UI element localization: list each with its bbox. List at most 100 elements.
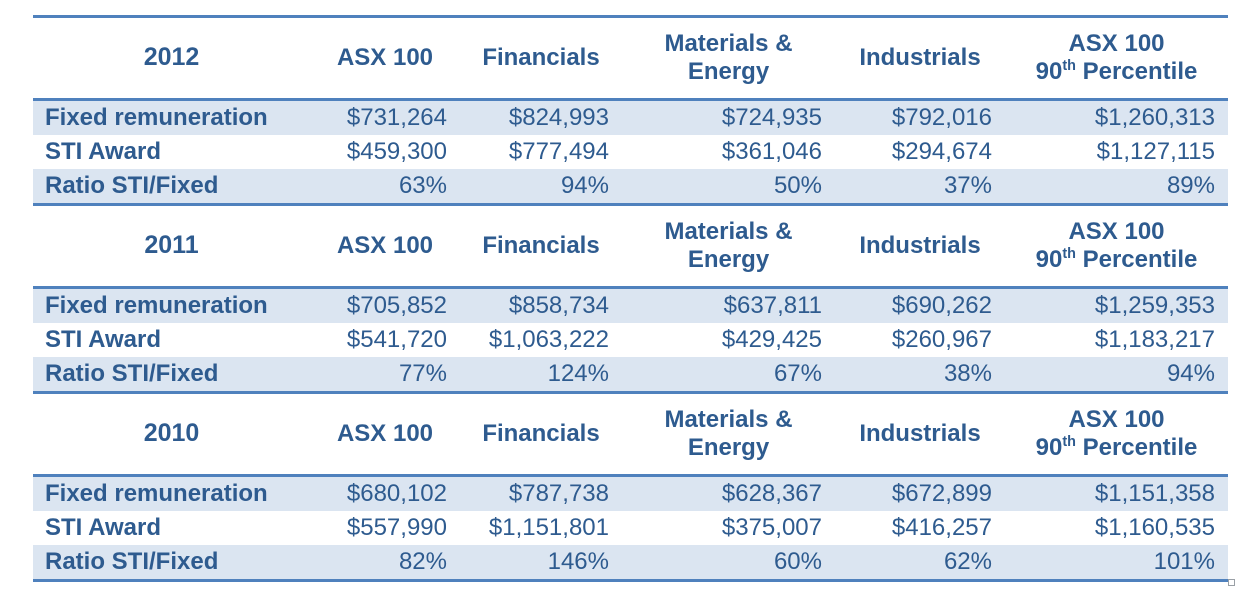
col-header-materials-energy: Materials & Energy — [622, 16, 835, 101]
col-header-line: 90th Percentile — [1011, 434, 1222, 462]
value-cell: $541,720 — [346, 326, 447, 353]
value-cell: $557,990 — [346, 514, 447, 541]
percentile-number: 90 — [1035, 58, 1063, 85]
col-header-materials-energy: Materials & Energy — [622, 204, 835, 289]
value-cell: $1,127,115 — [1096, 138, 1215, 165]
value-cell: $777,494 — [508, 138, 609, 165]
year-label: 2011 — [33, 204, 310, 289]
percentile-word: Percentile — [1075, 246, 1198, 273]
header-row-2011: 2011 ASX 100 Financials Materials & Ener… — [33, 204, 1228, 289]
year-block-2011: 2011 ASX 100 Financials Materials & Ener… — [33, 204, 1228, 394]
value-cell: 38% — [835, 357, 1005, 394]
value-cell: $680,102 — [310, 475, 460, 511]
row-label: STI Award — [45, 326, 162, 353]
ratio-sti-fixed-row: Ratio STI/Fixed 82% 146% 60% 62% 101% — [33, 545, 1228, 582]
sti-award-row: STI Award $557,990 $1,151,801 $375,007 $… — [33, 511, 1228, 545]
value-cell: 94% — [460, 169, 622, 206]
ordinal-suffix: th — [1062, 58, 1076, 74]
value-cell: $1,160,535 — [1094, 514, 1215, 541]
col-header-industrials: Industrials — [835, 392, 1005, 477]
value-cell: $361,046 — [721, 138, 822, 165]
value-cell: 37% — [835, 169, 1005, 206]
value-cell: $724,935 — [622, 99, 835, 135]
ratio-sti-fixed-row: Ratio STI/Fixed 77% 124% 67% 38% 94% — [33, 357, 1228, 394]
fixed-remuneration-row: Fixed remuneration $680,102 $787,738 $62… — [33, 475, 1228, 511]
percentile-number: 90 — [1035, 246, 1063, 273]
col-header-industrials: Industrials — [835, 204, 1005, 289]
value-cell: $690,262 — [835, 287, 1005, 323]
value-cell: 60% — [622, 545, 835, 582]
value-cell: $672,899 — [835, 475, 1005, 511]
value-cell: $628,367 — [622, 475, 835, 511]
value-cell: 124% — [460, 357, 622, 394]
value-cell: $824,993 — [460, 99, 622, 135]
col-header-financials: Financials — [460, 204, 622, 289]
value-cell: 77% — [310, 357, 460, 394]
value-cell: $1,183,217 — [1094, 326, 1215, 353]
value-cell: $705,852 — [310, 287, 460, 323]
col-header-line: Materials & — [664, 405, 793, 433]
value-cell: $294,674 — [891, 138, 992, 165]
year-block-2010: 2010 ASX 100 Financials Materials & Ener… — [33, 392, 1228, 582]
value-cell: $1,259,353 — [1005, 287, 1228, 323]
value-cell: 50% — [622, 169, 835, 206]
col-header-line: ASX 100 — [1068, 29, 1165, 57]
header-row-2012: 2012 ASX 100 Financials Materials & Ener… — [33, 16, 1228, 101]
sti-award-row: STI Award $459,300 $777,494 $361,046 $29… — [33, 135, 1228, 169]
col-header-line: ASX 100 — [1068, 217, 1165, 245]
col-header-line: Energy — [687, 58, 770, 85]
row-label: Fixed remuneration — [33, 287, 310, 323]
value-cell: $792,016 — [835, 99, 1005, 135]
value-cell: $1,151,358 — [1005, 475, 1228, 511]
fixed-remuneration-row: Fixed remuneration $705,852 $858,734 $63… — [33, 287, 1228, 323]
value-cell: 89% — [1005, 169, 1228, 206]
value-cell: 63% — [310, 169, 460, 206]
value-cell: $858,734 — [460, 287, 622, 323]
col-header-line: Materials & — [664, 29, 793, 57]
value-cell: 67% — [622, 357, 835, 394]
col-header-line: 90th Percentile — [1011, 246, 1222, 274]
value-cell: $1,151,801 — [488, 514, 609, 541]
value-cell: $731,264 — [310, 99, 460, 135]
selection-handle[interactable] — [1228, 579, 1235, 586]
percentile-word: Percentile — [1075, 434, 1198, 461]
year-label: 2012 — [33, 16, 310, 101]
col-header-line: 90th Percentile — [1011, 58, 1222, 86]
col-header-asx100: ASX 100 — [310, 392, 460, 477]
row-label: Fixed remuneration — [33, 99, 310, 135]
fixed-remuneration-row: Fixed remuneration $731,264 $824,993 $72… — [33, 99, 1228, 135]
col-header-industrials: Industrials — [835, 16, 1005, 101]
header-row-2010: 2010 ASX 100 Financials Materials & Ener… — [33, 392, 1228, 477]
percentile-number: 90 — [1035, 434, 1063, 461]
value-cell: $260,967 — [891, 326, 992, 353]
value-cell: $375,007 — [721, 514, 822, 541]
value-cell: 101% — [1005, 545, 1228, 582]
row-label: STI Award — [45, 138, 162, 165]
value-cell: 94% — [1005, 357, 1228, 394]
col-header-line: Energy — [687, 434, 770, 461]
value-cell: $429,425 — [721, 326, 822, 353]
value-cell: $1,063,222 — [488, 326, 609, 353]
value-cell: $1,260,313 — [1005, 99, 1228, 135]
sti-award-row: STI Award $541,720 $1,063,222 $429,425 $… — [33, 323, 1228, 357]
value-cell: $787,738 — [460, 475, 622, 511]
remuneration-table: 2012 ASX 100 Financials Materials & Ener… — [33, 15, 1228, 582]
value-cell: $416,257 — [891, 514, 992, 541]
value-cell: $459,300 — [346, 138, 447, 165]
ratio-sti-fixed-row: Ratio STI/Fixed 63% 94% 50% 37% 89% — [33, 169, 1228, 206]
col-header-asx100-90th-percentile: ASX 100 90th Percentile — [1005, 16, 1228, 101]
row-label: Ratio STI/Fixed — [33, 169, 310, 206]
row-label: Ratio STI/Fixed — [33, 545, 310, 582]
col-header-financials: Financials — [460, 392, 622, 477]
value-cell: $637,811 — [622, 287, 835, 323]
year-label: 2010 — [33, 392, 310, 477]
value-cell: 62% — [835, 545, 1005, 582]
col-header-line: Materials & — [664, 217, 793, 245]
value-cell: 146% — [460, 545, 622, 582]
year-block-2012: 2012 ASX 100 Financials Materials & Ener… — [33, 16, 1228, 206]
col-header-asx100: ASX 100 — [310, 204, 460, 289]
row-label: Ratio STI/Fixed — [33, 357, 310, 394]
col-header-asx100-90th-percentile: ASX 100 90th Percentile — [1005, 392, 1228, 477]
ordinal-suffix: th — [1062, 246, 1076, 262]
col-header-asx100-90th-percentile: ASX 100 90th Percentile — [1005, 204, 1228, 289]
